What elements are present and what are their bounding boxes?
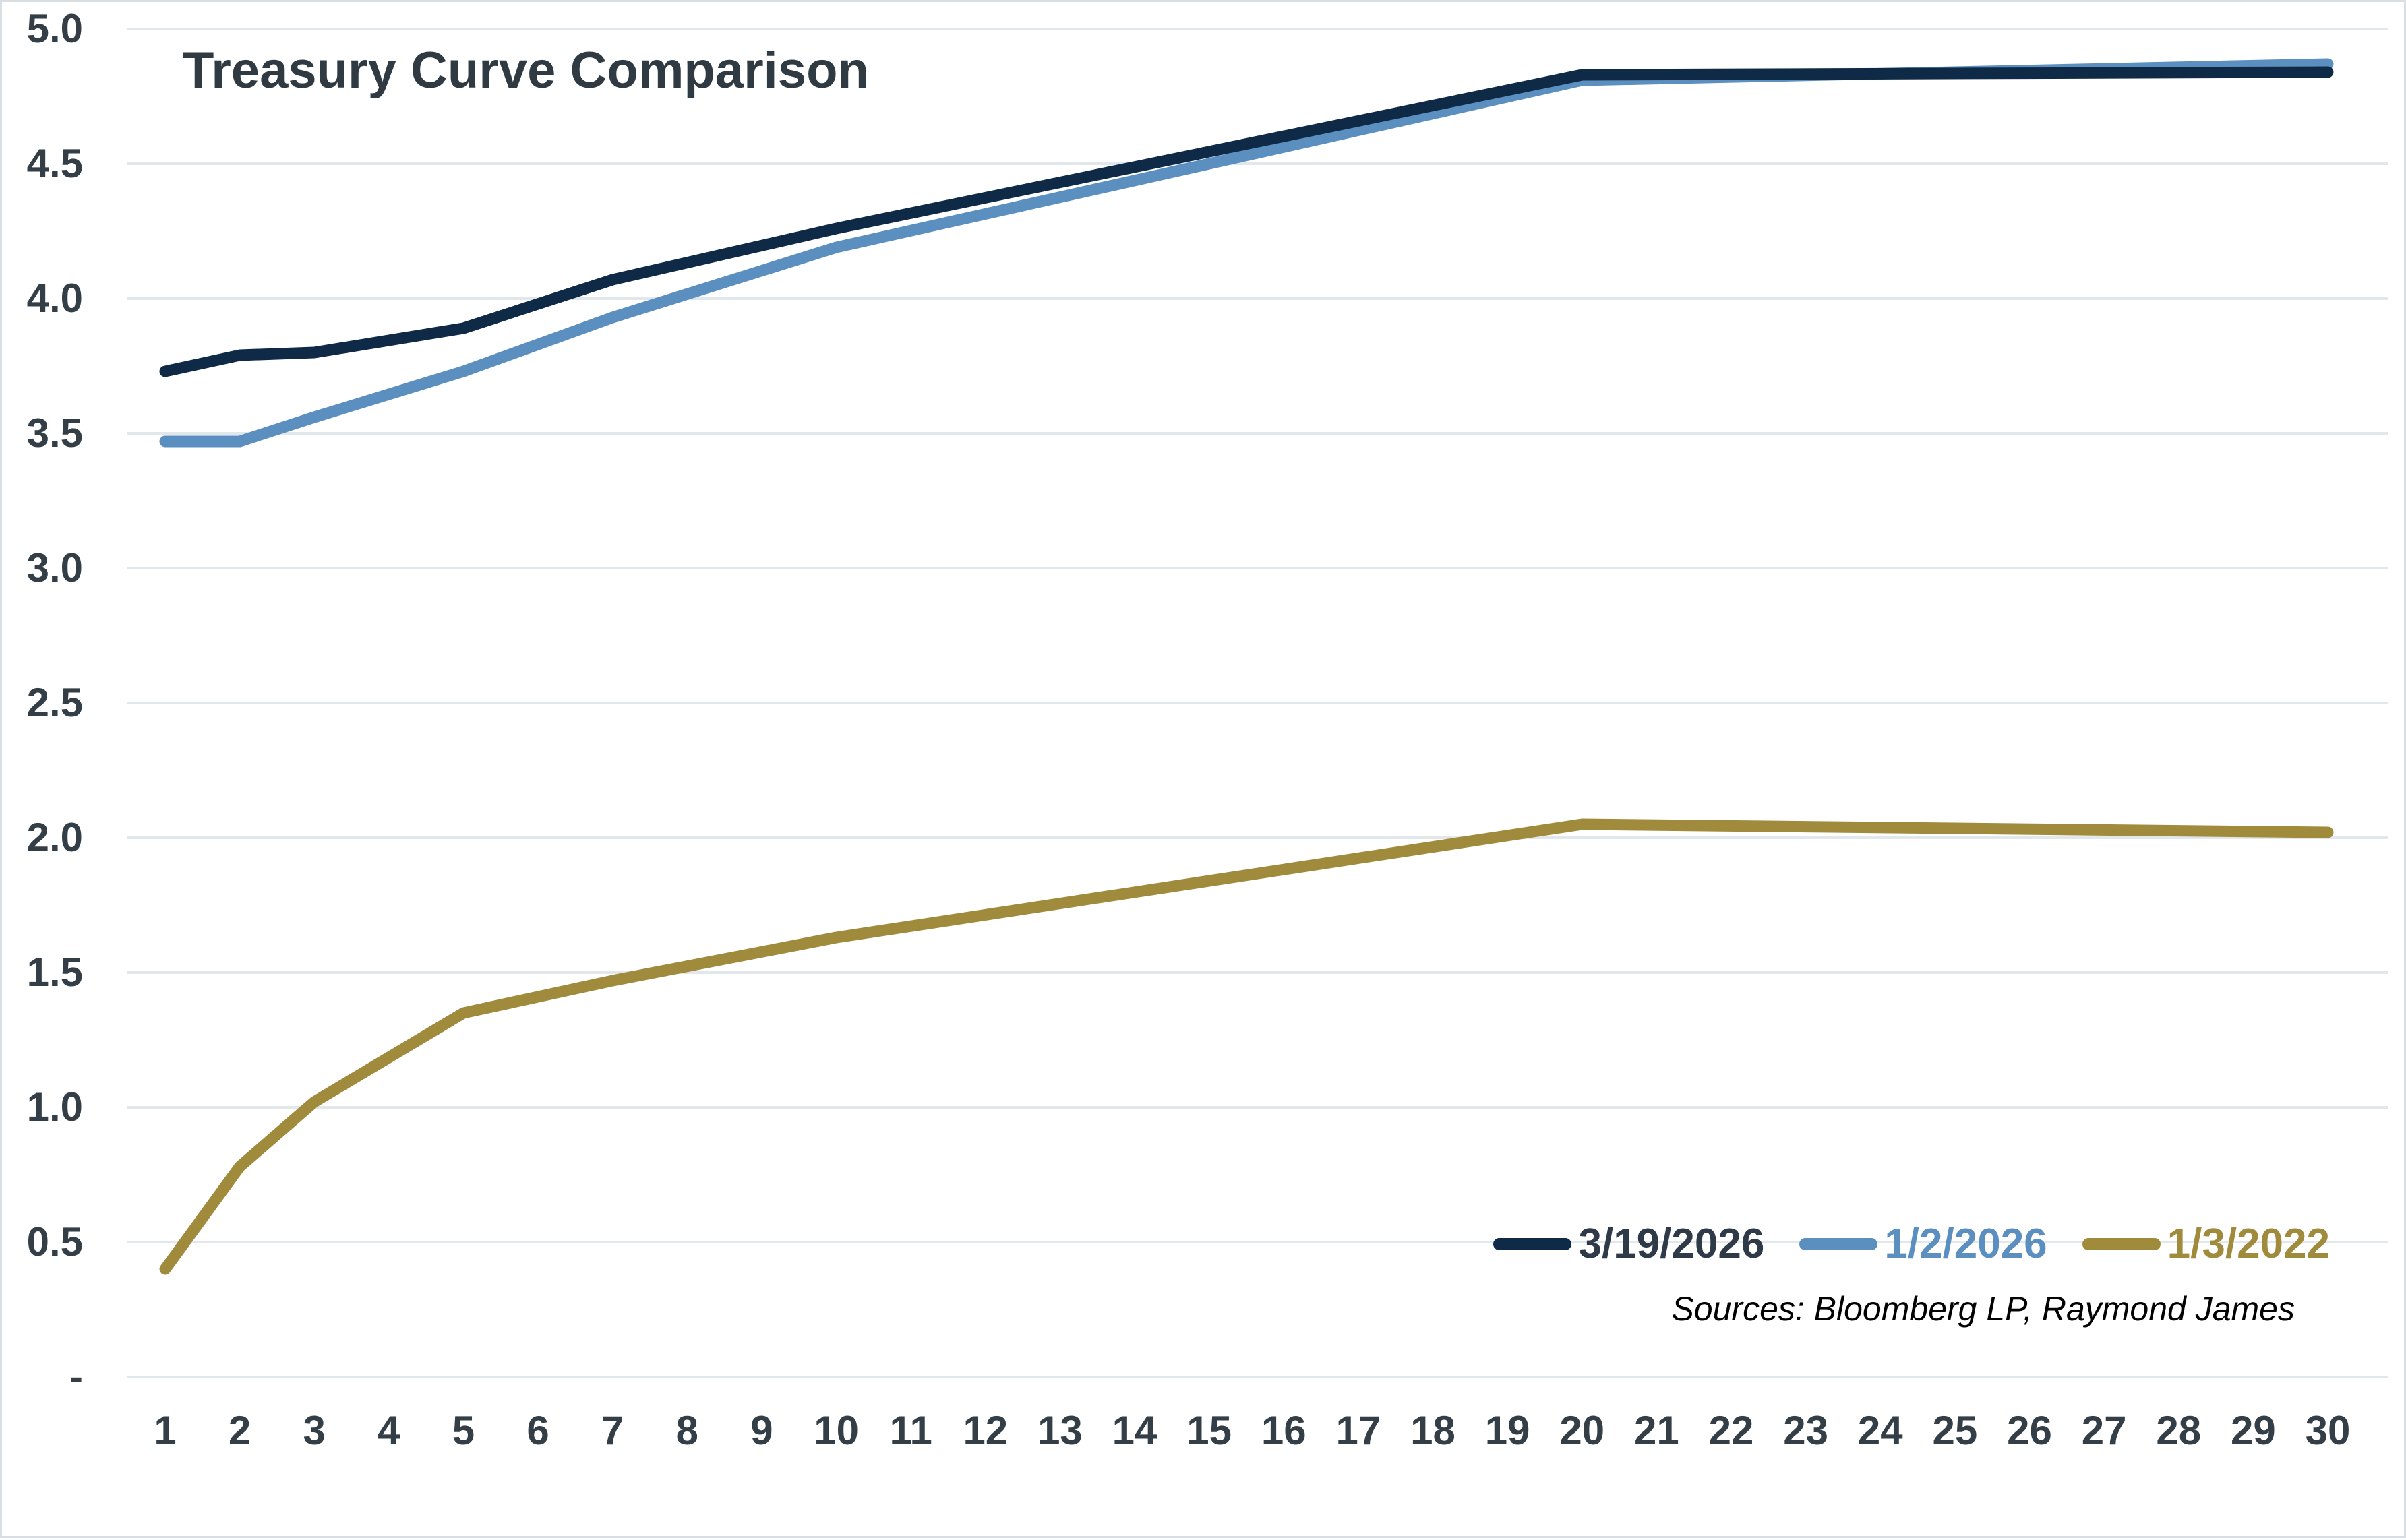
series-line-3-19-2026 [159, 66, 2334, 377]
x-tick-label-26: 26 [2007, 1408, 2052, 1453]
x-tick-label-11: 11 [889, 1408, 932, 1453]
x-tick-label-1: 1 [154, 1408, 177, 1453]
series-line-1-2-2026 [159, 58, 2334, 448]
x-tick-label-13: 13 [1037, 1408, 1083, 1453]
x-tick-label-25: 25 [1932, 1408, 1978, 1453]
legend-swatch-icon [2082, 1238, 2161, 1250]
x-tick-label-23: 23 [1783, 1408, 1828, 1453]
y-tick-label-2.0: 2.0 [26, 815, 83, 860]
x-tick-label-2: 2 [228, 1408, 251, 1453]
chart-title: Treasury Curve Comparison [183, 42, 869, 99]
y-tick-label-3.5: 3.5 [26, 410, 83, 456]
x-tick-label-3: 3 [303, 1408, 326, 1453]
x-tick-label-9: 9 [750, 1408, 773, 1453]
x-tick-label-10: 10 [814, 1408, 859, 1453]
x-tick-label-6: 6 [527, 1408, 549, 1453]
legend-label: 1/3/2022 [2167, 1221, 2330, 1267]
x-tick-label-12: 12 [963, 1408, 1009, 1453]
y-tick-label-1.5: 1.5 [26, 950, 83, 995]
legend-label: 3/19/2026 [1578, 1221, 1765, 1267]
x-tick-label-30: 30 [2305, 1408, 2351, 1453]
y-tick-label-5.0: 5.0 [26, 6, 83, 51]
chart-legend: 3/19/2026 1/2/2026 1/3/2022 [1493, 1219, 2330, 1269]
x-tick-label-18: 18 [1410, 1408, 1455, 1453]
x-tick-label-17: 17 [1335, 1408, 1381, 1453]
x-tick-label-24: 24 [1857, 1408, 1903, 1453]
x-tick-label-21: 21 [1634, 1408, 1679, 1453]
legend-item-1-2-2026: 1/2/2026 [1799, 1219, 2047, 1269]
legend-label: 1/2/2026 [1884, 1221, 2047, 1267]
legend-swatch-icon [1493, 1238, 1572, 1250]
legend-swatch-icon [1799, 1238, 1878, 1250]
x-tick-label-15: 15 [1186, 1408, 1232, 1453]
y-tick-label-3.0: 3.0 [26, 545, 83, 590]
x-tick-label-22: 22 [1708, 1408, 1754, 1453]
x-tick-label-4: 4 [378, 1408, 400, 1453]
x-tick-label-16: 16 [1261, 1408, 1306, 1453]
source-note: Sources: Bloomberg LP, Raymond James [1671, 1290, 2295, 1328]
gridlines [127, 28, 2388, 1378]
x-tick-label-8: 8 [675, 1408, 699, 1453]
y-tick-label-0.5: 0.5 [26, 1219, 83, 1264]
y-tick-label-4.5: 4.5 [26, 141, 83, 186]
y-tick-label-1.0: 1.0 [26, 1084, 83, 1130]
x-tick-label-29: 29 [2230, 1408, 2276, 1453]
x-tick-label-5: 5 [452, 1408, 475, 1453]
y-tick-label--: - [69, 1354, 83, 1399]
x-tick-label-28: 28 [2156, 1408, 2202, 1453]
y-tick-label-2.5: 2.5 [26, 680, 83, 725]
x-tick-label-27: 27 [2081, 1408, 2127, 1453]
series-lines [159, 58, 2334, 1275]
x-tick-label-20: 20 [1559, 1408, 1605, 1453]
x-tick-label-7: 7 [601, 1408, 624, 1453]
legend-item-3-19-2026: 3/19/2026 [1493, 1219, 1764, 1269]
y-tick-label-4.0: 4.0 [26, 276, 83, 321]
legend-item-1-3-2022: 1/3/2022 [2082, 1219, 2330, 1269]
x-tick-label-14: 14 [1112, 1408, 1157, 1453]
series-line-1-3-2022 [159, 818, 2334, 1275]
x-tick-label-19: 19 [1484, 1408, 1530, 1453]
